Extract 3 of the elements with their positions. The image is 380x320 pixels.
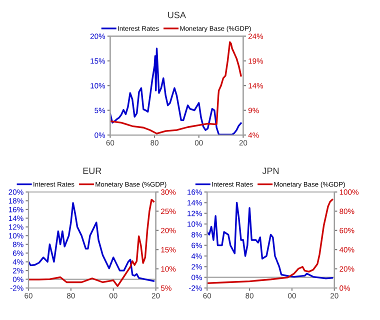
chart-title: USA	[168, 12, 186, 18]
chart-title: JPN	[262, 168, 279, 174]
chart-title: EUR	[83, 168, 102, 174]
